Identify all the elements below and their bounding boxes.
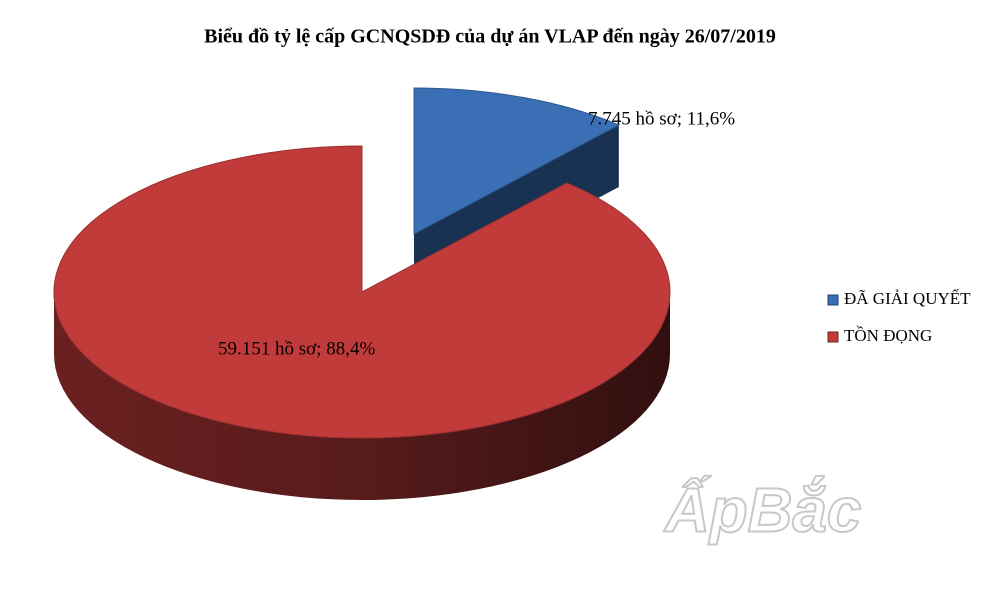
data-label: 7.745 hồ sơ; 11,6% — [588, 108, 735, 129]
legend-swatch — [827, 294, 839, 306]
legend-label: TỒN ĐỌNG — [844, 326, 932, 345]
data-label: 59.151 hồ sơ; 88,4% — [218, 338, 375, 359]
slice — [413, 87, 620, 235]
slice — [53, 145, 671, 439]
chart-title: Biểu đồ tỷ lệ cấp GCNQSDĐ của dự án VLAP… — [204, 26, 776, 48]
legend-swatch — [827, 331, 839, 343]
slice-side-wall — [54, 292, 670, 500]
watermark: ẤpBắc — [663, 476, 861, 545]
legend-label: ĐÃ GIẢI QUYẾT — [844, 289, 971, 308]
